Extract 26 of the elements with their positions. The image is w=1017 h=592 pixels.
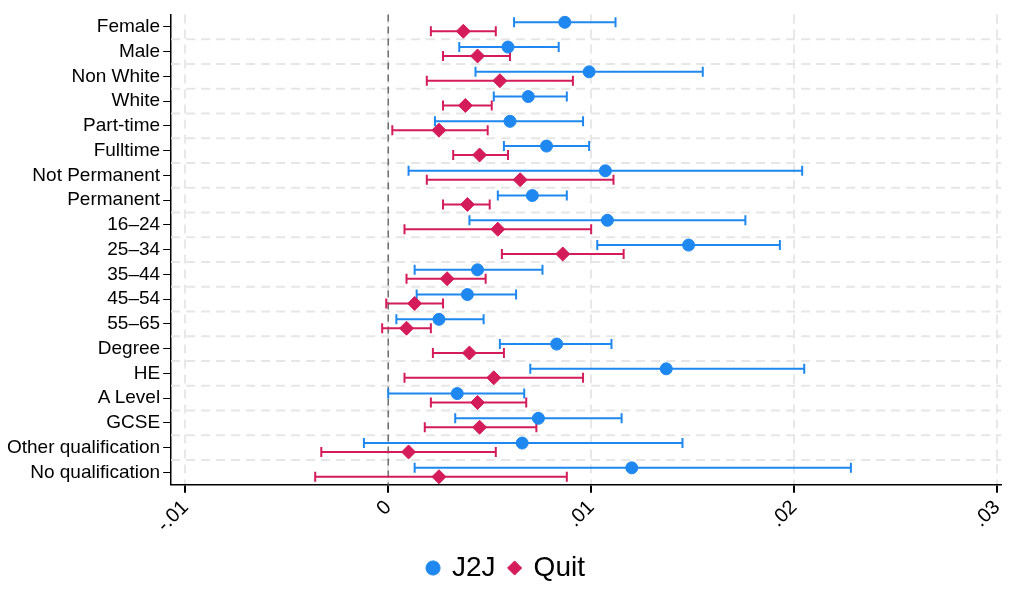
y-tick-label: Other qualification [6,435,161,457]
x-tick-label: 0 [371,495,395,519]
x-tick-label: .03 [968,495,1004,531]
y-tick-label: Permanent [67,188,161,210]
y-tick-label: Fulltime [93,138,161,160]
y-tick-label: No qualification [30,460,161,482]
legend-label: Quit [533,550,586,582]
y-tick-label: 35–44 [107,262,161,284]
x-tick-label: .01 [562,495,598,531]
x-tick-label: -.01 [152,495,193,536]
y-tick-label: White [111,89,161,111]
y-tick-label: 16–24 [107,213,161,235]
y-tick-label: Not Permanent [32,163,161,185]
y-tick-label: Female [96,15,161,37]
y-tick-label: 55–65 [107,312,161,334]
y-tick-label: GCSE [106,411,161,433]
y-tick-label: 25–34 [107,237,161,259]
y-tick-label: Non White [71,64,161,86]
y-tick-label: Male [118,39,161,61]
y-tick-label: Part-time [83,114,161,136]
x-tick-label: .02 [765,495,801,531]
y-tick-label: HE [133,361,161,383]
y-tick-label: Degree [97,336,161,358]
y-tick-label: A Level [97,386,161,408]
y-tick-label: 45–54 [107,287,161,309]
legend-label: J2J [452,550,496,582]
